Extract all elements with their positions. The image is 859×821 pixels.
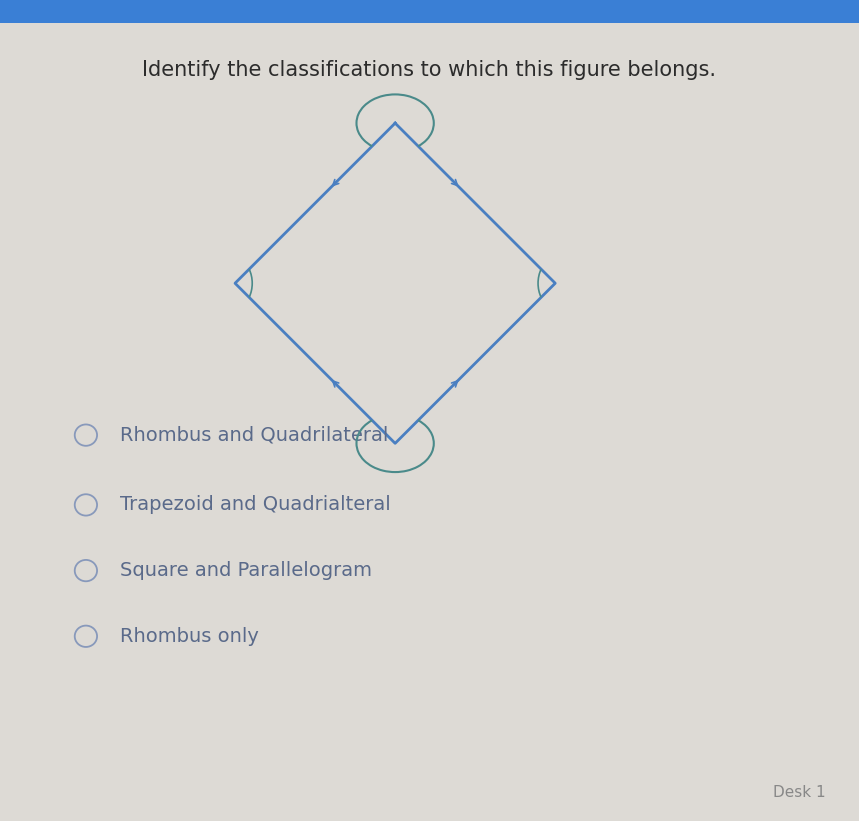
Text: Rhombus only: Rhombus only (120, 626, 259, 646)
Text: Identify the classifications to which this figure belongs.: Identify the classifications to which th… (143, 60, 716, 80)
Text: Square and Parallelogram: Square and Parallelogram (120, 561, 372, 580)
Text: Rhombus and Quadrilateral: Rhombus and Quadrilateral (120, 425, 388, 445)
Text: Trapezoid and Quadrialteral: Trapezoid and Quadrialteral (120, 495, 391, 515)
Bar (0, 0, 859, 23)
Text: Desk 1: Desk 1 (772, 785, 825, 800)
